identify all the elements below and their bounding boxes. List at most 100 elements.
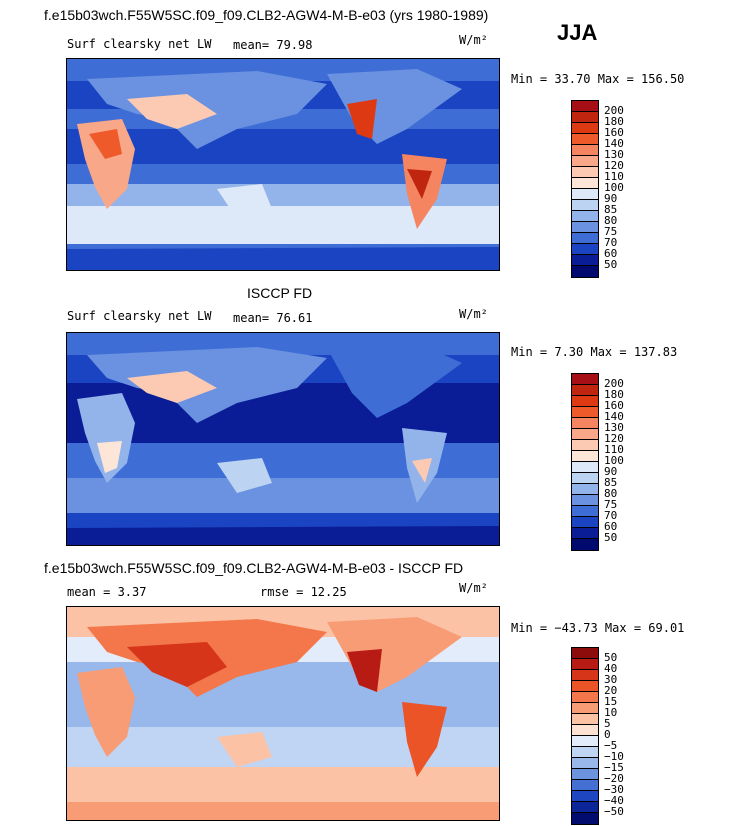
colorbar-swatch [572, 539, 598, 550]
colorbar-label: 15 [604, 695, 618, 708]
colorbar-label: 75 [604, 498, 618, 511]
panel1-map [66, 58, 500, 271]
panel1-minmax: Min = 33.70 Max = 156.50 [511, 72, 685, 86]
colorbar-swatch [572, 769, 598, 780]
colorbar-swatch [572, 484, 598, 495]
colorbar-label: −50 [604, 805, 624, 818]
colorbar-label: 100 [604, 181, 624, 194]
panel1-units: W/m² [459, 33, 488, 47]
colorbar-label: 140 [604, 137, 624, 150]
colorbar-label: −20 [604, 772, 624, 785]
colorbar-swatch [572, 714, 598, 725]
colorbar-swatch [572, 112, 598, 123]
colorbar-label: 90 [604, 465, 618, 478]
panel2-mean: mean= 76.61 [233, 311, 313, 325]
colorbar-swatch [572, 517, 598, 528]
colorbar-swatch [572, 222, 598, 233]
colorbar-swatch [572, 440, 598, 451]
panel2-variable-label: Surf clearsky net LW [67, 309, 212, 323]
colorbar-swatch [572, 692, 598, 703]
colorbar-swatch [572, 506, 598, 517]
colorbar-label: 80 [604, 487, 618, 500]
colorbar-swatch [572, 473, 598, 484]
panel1-variable-label: Surf clearsky net LW [67, 37, 212, 51]
colorbar-label: 110 [604, 170, 624, 183]
colorbar-label: 160 [604, 126, 624, 139]
colorbar-label: 200 [604, 104, 624, 117]
panel2-colorbar [571, 373, 599, 551]
colorbar-label: 60 [604, 520, 618, 533]
colorbar-label: 85 [604, 203, 618, 216]
colorbar-swatch [572, 725, 598, 736]
colorbar-label: 130 [604, 421, 624, 434]
colorbar-label: 50 [604, 651, 618, 664]
colorbar-swatch [572, 670, 598, 681]
colorbar-swatch [572, 178, 598, 189]
colorbar-swatch [572, 407, 598, 418]
colorbar-swatch [572, 736, 598, 747]
colorbar-swatch [572, 703, 598, 714]
panel2-heading: ISCCP FD [247, 285, 313, 301]
colorbar-swatch [572, 659, 598, 670]
colorbar-swatch [572, 495, 598, 506]
panel3-mean: mean = 3.37 [67, 585, 147, 599]
colorbar-label: 70 [604, 236, 618, 249]
colorbar-swatch [572, 123, 598, 134]
colorbar-label: 160 [604, 399, 624, 412]
colorbar-swatch [572, 134, 598, 145]
colorbar-swatch [572, 145, 598, 156]
colorbar-label: 180 [604, 388, 624, 401]
colorbar-label: 75 [604, 225, 618, 238]
colorbar-swatch [572, 266, 598, 277]
colorbar-swatch [572, 211, 598, 222]
colorbar-label: 85 [604, 476, 618, 489]
colorbar-swatch [572, 813, 598, 824]
colorbar-swatch [572, 758, 598, 769]
colorbar-swatch [572, 255, 598, 266]
colorbar-label: 100 [604, 454, 624, 467]
colorbar-label: 10 [604, 706, 618, 719]
colorbar-swatch [572, 374, 598, 385]
colorbar-swatch [572, 156, 598, 167]
colorbar-label: −40 [604, 794, 624, 807]
colorbar-swatch [572, 101, 598, 112]
colorbar-label: 110 [604, 443, 624, 456]
colorbar-swatch [572, 233, 598, 244]
colorbar-label: −15 [604, 761, 624, 774]
colorbar-label: 180 [604, 115, 624, 128]
panel2-units: W/m² [459, 307, 488, 321]
colorbar-label: 30 [604, 673, 618, 686]
colorbar-swatch [572, 200, 598, 211]
colorbar-swatch [572, 385, 598, 396]
colorbar-swatch [572, 462, 598, 473]
colorbar-swatch [572, 791, 598, 802]
colorbar-swatch [572, 681, 598, 692]
panel1-mean: mean= 79.98 [233, 38, 313, 52]
colorbar-label: 20 [604, 684, 618, 697]
colorbar-swatch [572, 418, 598, 429]
colorbar-swatch [572, 396, 598, 407]
colorbar-swatch [572, 189, 598, 200]
colorbar-swatch [572, 451, 598, 462]
colorbar-swatch [572, 528, 598, 539]
colorbar-label: 40 [604, 662, 618, 675]
colorbar-label: −5 [604, 739, 618, 752]
colorbar-label: 130 [604, 148, 624, 161]
panel3-minmax: Min = −43.73 Max = 69.01 [511, 621, 685, 635]
colorbar-label: 120 [604, 432, 624, 445]
panel1-colorbar [571, 100, 599, 278]
panel3-rmse: rmse = 12.25 [260, 585, 347, 599]
panel2-minmax: Min = 7.30 Max = 137.83 [511, 345, 678, 359]
panel3-colorbar [571, 647, 599, 825]
colorbar-label: −10 [604, 750, 624, 763]
colorbar-label: 140 [604, 410, 624, 423]
colorbar-label: 90 [604, 192, 618, 205]
colorbar-label: −30 [604, 783, 624, 796]
panel2-map [66, 332, 500, 546]
panel3-heading: f.e15b03wch.F55W5SC.f09_f09.CLB2-AGW4-M-… [44, 560, 464, 576]
colorbar-label: 50 [604, 258, 618, 271]
colorbar-label: 5 [604, 717, 611, 730]
colorbar-swatch [572, 429, 598, 440]
colorbar-swatch [572, 167, 598, 178]
colorbar-label: 60 [604, 247, 618, 260]
